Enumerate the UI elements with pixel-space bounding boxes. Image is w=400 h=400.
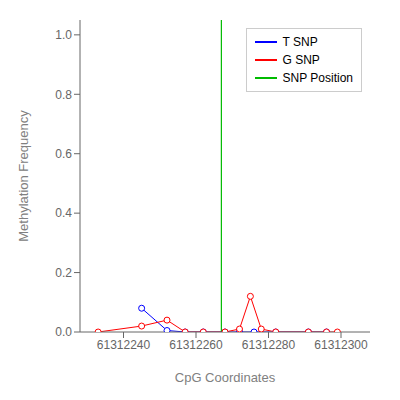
svg-text:61312240: 61312240 bbox=[97, 338, 151, 352]
svg-text:1.0: 1.0 bbox=[55, 28, 72, 42]
html-text:T SNP: T SNP bbox=[282, 35, 318, 49]
svg-text:0.4: 0.4 bbox=[55, 206, 72, 220]
svg-text:Methylation Frequency: Methylation Frequency bbox=[16, 110, 31, 242]
html-text:SNP Position: SNP Position bbox=[282, 71, 353, 85]
svg-text:0.6: 0.6 bbox=[55, 147, 72, 161]
svg-text:CpG Coordinates: CpG Coordinates bbox=[175, 370, 276, 385]
svg-text:61312300: 61312300 bbox=[314, 338, 368, 352]
svg-text:61312280: 61312280 bbox=[242, 338, 296, 352]
svg-text:0.8: 0.8 bbox=[55, 88, 72, 102]
html-text:G SNP: G SNP bbox=[282, 53, 320, 67]
svg-text:0.2: 0.2 bbox=[55, 266, 72, 280]
svg-text:61312260: 61312260 bbox=[169, 338, 223, 352]
svg-text:0.0: 0.0 bbox=[55, 325, 72, 339]
